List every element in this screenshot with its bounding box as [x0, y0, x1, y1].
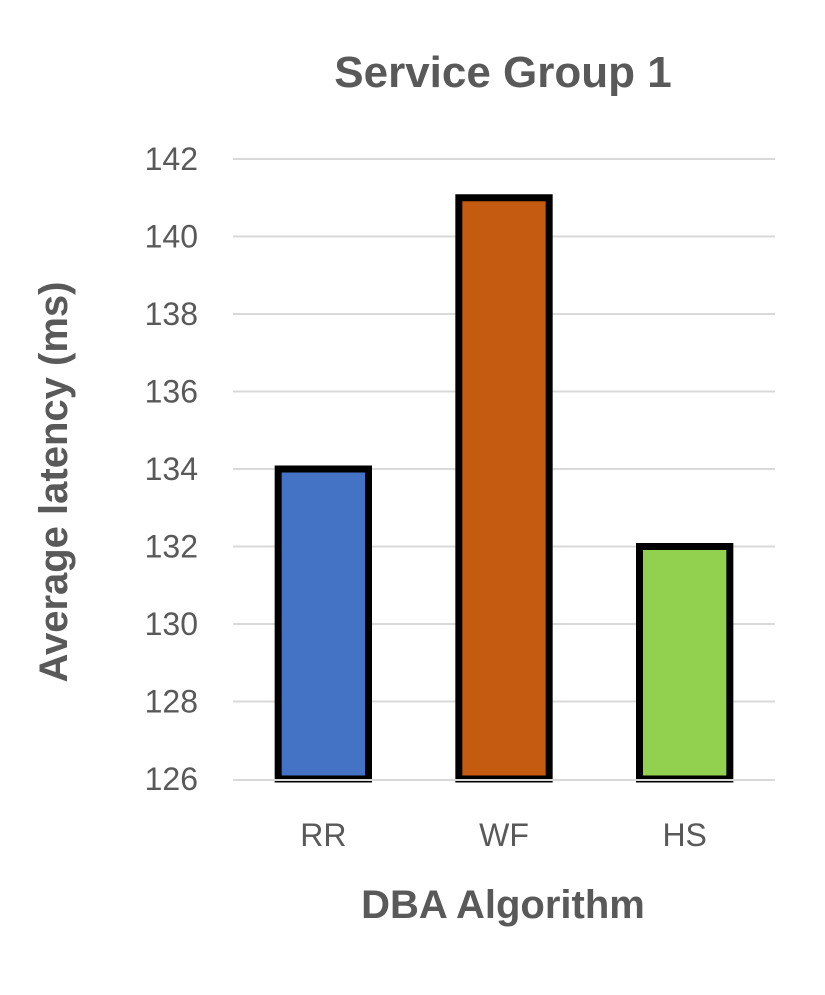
- chart-title: Service Group 1: [334, 48, 671, 97]
- y-tick-label: 138: [145, 296, 198, 332]
- x-tick-label: HS: [662, 817, 706, 853]
- y-tick-label: 132: [145, 529, 198, 565]
- bars: [274, 194, 734, 783]
- bar-hs: [636, 543, 734, 783]
- y-tick-label: 140: [145, 219, 198, 255]
- x-axis-categories: RR WF HS: [300, 817, 707, 853]
- y-tick-label: 142: [145, 141, 198, 177]
- bar-rr: [274, 465, 372, 783]
- y-axis-ticks: 126 128 130 132 134 136 138 140 142: [145, 141, 198, 797]
- x-axis-title: DBA Algorithm: [361, 883, 645, 927]
- y-tick-label: 136: [145, 374, 198, 410]
- x-tick-label: WF: [479, 817, 529, 853]
- y-tick-label: 130: [145, 606, 198, 642]
- y-tick-label: 128: [145, 684, 198, 720]
- y-tick-label: 134: [145, 451, 198, 487]
- bar-wf: [455, 194, 553, 783]
- y-axis-title: Average latency (ms): [32, 282, 76, 683]
- x-tick-label: RR: [300, 817, 346, 853]
- y-tick-label: 126: [145, 761, 198, 797]
